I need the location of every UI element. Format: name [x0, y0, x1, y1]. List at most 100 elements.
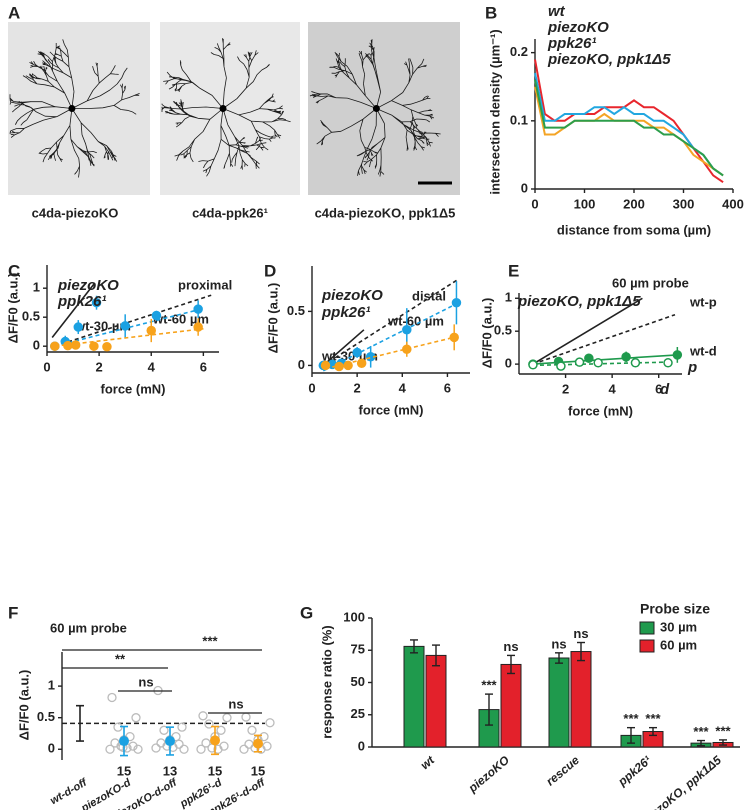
legend-label: piezoKO	[547, 19, 609, 36]
x-tick-label: 6	[200, 359, 207, 374]
point	[120, 321, 130, 331]
data-line	[534, 86, 724, 177]
x-tick-label: 400	[722, 196, 744, 211]
significance-label: ***	[623, 711, 639, 726]
point	[352, 347, 362, 358]
reference-line	[51, 283, 95, 338]
point	[528, 360, 538, 370]
legend-label: piezoKO, ppk1Δ5	[547, 51, 671, 68]
chart-title: 60 µm probe	[50, 620, 127, 635]
raw-point	[265, 718, 275, 728]
raw-point	[222, 713, 232, 723]
reference-line	[532, 297, 643, 365]
x-tick-label: 6	[444, 380, 451, 395]
y-tick-label: 0.2	[510, 44, 528, 59]
raw-point	[241, 712, 251, 722]
raw-point	[133, 744, 143, 754]
bar	[500, 663, 522, 748]
annotation: distal	[412, 288, 446, 303]
soma	[219, 105, 227, 112]
reference-label: wt-60 µm	[152, 311, 209, 326]
point	[630, 358, 641, 368]
significance-label: ns	[138, 674, 153, 689]
significance-label: ***	[645, 711, 661, 726]
y-tick-label: 0.5	[494, 323, 512, 338]
point	[73, 322, 84, 332]
y-tick-label: 0	[48, 741, 55, 756]
point	[193, 304, 203, 314]
x-tick-label: 4	[609, 381, 617, 396]
mean-point	[253, 738, 263, 749]
raw-point	[179, 744, 189, 754]
raw-point	[244, 739, 254, 749]
reference-label: wt-60 µm	[387, 313, 444, 328]
reference-line	[322, 278, 460, 367]
legend-label: p	[687, 359, 697, 376]
panel-label: F	[8, 603, 18, 622]
significance-label: ns	[551, 636, 566, 651]
legend-label: d	[660, 381, 670, 398]
image-caption: c4da-piezoKO	[32, 205, 119, 220]
data-line	[534, 79, 724, 177]
panel-label: E	[508, 261, 519, 280]
annotation: 60 µm probe	[612, 275, 689, 290]
genotype-label: piezoKO, ppk1Δ5	[517, 293, 641, 310]
x-tick-label: rescue	[543, 753, 582, 789]
x-tick-label: 2	[96, 359, 103, 374]
x-axis-label: force (mN)	[358, 402, 423, 417]
panel-label: C	[8, 261, 20, 280]
bar	[403, 645, 425, 748]
y-axis-label: response ratio (%)	[319, 625, 334, 738]
point	[102, 342, 112, 352]
bar	[570, 651, 592, 748]
raw-point	[107, 692, 117, 703]
panel-label: A	[8, 3, 20, 22]
n-label: 15	[251, 763, 265, 778]
raw-point	[204, 719, 214, 729]
legend-label: 30 µm	[660, 619, 697, 634]
y-tick-label: 0	[505, 356, 512, 371]
y-axis-label: ΔF/F0 (a.u.)	[479, 298, 494, 369]
x-tick-label: 2	[562, 381, 569, 396]
raw-point	[239, 744, 249, 754]
raw-point	[196, 744, 206, 754]
x-tick-label: 6	[655, 381, 662, 396]
y-tick-label: 0.5	[287, 303, 305, 318]
y-axis-label: ΔF/F0 (a.u.)	[16, 670, 31, 741]
point	[621, 352, 631, 362]
x-tick-label: 300	[673, 196, 695, 211]
y-tick-label: 0	[521, 180, 528, 195]
x-axis-label: force (mN)	[100, 381, 165, 396]
x-tick-label: wt	[418, 752, 438, 772]
legend-label: ppk26¹	[321, 304, 370, 321]
raw-point	[105, 744, 115, 754]
y-axis-label: ΔF/F0 (a.u.)	[5, 273, 20, 344]
n-label: 15	[117, 763, 131, 778]
x-tick-label: 2	[354, 380, 361, 395]
dendrites	[161, 38, 291, 177]
point	[70, 340, 81, 350]
legend-swatch	[639, 639, 655, 653]
legend-title: Probe size	[640, 601, 710, 617]
point	[451, 297, 462, 308]
y-tick-label: 0	[358, 738, 365, 753]
bar	[548, 657, 570, 748]
soma	[372, 105, 380, 112]
y-tick-label: 100	[343, 609, 365, 624]
x-tick-label: 0	[43, 359, 50, 374]
y-tick-label: 25	[351, 706, 365, 721]
y-tick-label: 0.5	[22, 309, 40, 324]
point	[334, 361, 344, 372]
point	[402, 344, 412, 354]
panel-label: B	[485, 3, 497, 22]
micrograph	[308, 22, 460, 195]
raw-point	[151, 743, 161, 753]
x-tick-label: 4	[399, 380, 407, 395]
significance-label: ns	[503, 639, 518, 654]
fit-line	[54, 307, 204, 347]
point	[320, 360, 331, 371]
point	[574, 357, 585, 367]
point	[91, 297, 102, 308]
x-tick-label: 0	[308, 380, 315, 395]
